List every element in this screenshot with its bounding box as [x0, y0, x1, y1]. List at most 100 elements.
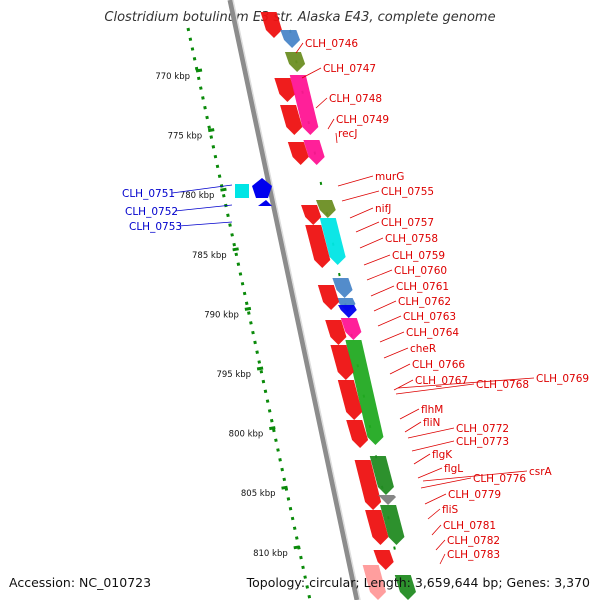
- forward-gene-label: CLH_0760: [394, 265, 447, 277]
- scale-tick-label: 800 kbp: [229, 430, 264, 440]
- forward-gene-label: CLH_0769: [536, 373, 589, 385]
- forward-gene-label: fliS: [442, 504, 459, 516]
- gene-block-blue-12: [332, 278, 353, 298]
- label-leader-line: [383, 347, 409, 359]
- label-leader-line: [395, 383, 475, 395]
- label-leader-line: [413, 453, 431, 465]
- genome-backbone: [227, 0, 360, 600]
- gene-block-red-21: [346, 420, 369, 448]
- forward-gene-label: CLH_0779: [448, 489, 501, 501]
- gene-block-red-19: [330, 345, 354, 380]
- forward-gene-label: CLH_0768: [476, 379, 529, 391]
- forward-gene-label: CLH_0759: [392, 250, 445, 262]
- forward-gene-label: flgL: [444, 463, 463, 475]
- label-leader-line: [393, 379, 414, 391]
- gene-block-red-7: [287, 142, 309, 165]
- forward-gene-label: CLH_0758: [385, 233, 438, 245]
- label-leader-line: [431, 524, 442, 536]
- reverse-gene-label: CLH_0752: [125, 206, 178, 218]
- gene-block-green2-29: [394, 575, 416, 600]
- reverse-gene-label: CLH_0751: [122, 188, 175, 200]
- scale-tick-mark: [220, 187, 227, 192]
- reverse-gene-label: CLH_0753: [129, 221, 182, 233]
- gene-block-olive-2: [284, 52, 306, 72]
- label-leader-line: [373, 300, 397, 312]
- label-leader-line: [422, 470, 528, 482]
- forward-gene-label: CLH_0782: [447, 535, 500, 547]
- forward-gene-label: CLH_0772: [456, 423, 509, 435]
- label-leader-line: [295, 42, 304, 54]
- label-leader-line: [420, 477, 472, 489]
- gene-block-red-20: [337, 380, 363, 420]
- gene-block-green2-22: [369, 456, 394, 495]
- scale-tick-label: 780 kbp: [180, 191, 215, 201]
- label-leader-line: [435, 539, 446, 551]
- forward-gene-label: CLH_0783: [447, 549, 500, 561]
- label-leader-line: [397, 377, 535, 389]
- forward-gene-label: CLH_0773: [456, 436, 509, 448]
- gene-block-blue-1: [280, 30, 301, 48]
- gene-block-red-0: [260, 12, 282, 38]
- forward-gene-label: flgK: [432, 449, 453, 461]
- forward-gene-label: CLH_0748: [329, 93, 382, 105]
- label-leader-line: [407, 427, 455, 439]
- gene-block-red-26: [365, 510, 389, 545]
- label-leader-line: [424, 493, 447, 505]
- label-leader-line: [399, 408, 420, 420]
- scale-tick-mark: [195, 68, 203, 73]
- scale-tick-label: 770 kbp: [155, 72, 190, 82]
- forward-gene-label: CLH_0746: [305, 38, 358, 50]
- gene-block-cyan-reverse: [235, 184, 249, 198]
- gene-block-red-8: [301, 205, 322, 225]
- label-leader-line: [335, 132, 338, 144]
- label-leader-line: [411, 440, 455, 452]
- gene-block-blue-reverse: [252, 178, 272, 198]
- label-leader-line-reverse: [178, 221, 233, 227]
- scale-tick-mark: [232, 247, 239, 252]
- label-leader-line: [315, 97, 328, 109]
- scale-tick-label: 775 kbp: [168, 132, 203, 142]
- forward-gene-label: CLH_0764: [406, 327, 459, 339]
- forward-gene-label: CLH_0755: [381, 186, 434, 198]
- label-leader-line: [341, 190, 380, 202]
- forward-gene-label: CLH_0762: [398, 296, 451, 308]
- forward-gene-label: CLH_0747: [323, 63, 376, 75]
- label-leader-line: [349, 207, 374, 219]
- genome-backbone-highlight: [232, 0, 361, 600]
- forward-gene-label: CLH_0766: [412, 359, 465, 371]
- label-leader-line: [366, 269, 393, 281]
- label-leader-line: [377, 315, 402, 327]
- forward-gene-label: fliN: [423, 417, 440, 429]
- label-leader-line: [417, 467, 443, 479]
- scale-tick-label: 785 kbp: [192, 251, 227, 261]
- forward-gene-label: CLH_0757: [381, 217, 434, 229]
- forward-gene-label: csrA: [529, 466, 553, 478]
- forward-gene-label: CLH_0781: [443, 520, 496, 532]
- label-leader-line: [427, 508, 441, 520]
- gene-block-pink-6: [303, 140, 325, 165]
- forward-gene-label: cheR: [410, 343, 436, 355]
- scale-tick-label: 810 kbp: [253, 549, 288, 559]
- gene-block-blue2-15: [338, 305, 357, 318]
- scale-tick-mark: [269, 426, 276, 431]
- scale-tick-mark: [281, 485, 288, 490]
- label-leader-line: [355, 221, 380, 233]
- gene-block-cyan-10: [319, 218, 346, 265]
- scale-tick-label: 790 kbp: [204, 310, 239, 320]
- gene-block-red-3: [274, 78, 296, 102]
- scale-tick-mark: [207, 128, 215, 133]
- gene-block-pink-4: [289, 75, 319, 135]
- label-leader-line-reverse: [174, 204, 233, 212]
- gene-block-pink2-28: [362, 565, 386, 600]
- scale-tick-mark: [244, 306, 252, 311]
- gene-block-red-14: [317, 285, 340, 310]
- label-leader-line: [337, 175, 374, 187]
- label-leader-line: [359, 237, 384, 249]
- forward-gene-label: murG: [375, 171, 404, 183]
- scale-tick-mark: [293, 545, 300, 550]
- map-title: Clostridium botulinum E3 str. Alaska E43…: [104, 10, 496, 25]
- label-leader-line: [370, 285, 395, 297]
- scale-tick-label: 805 kbp: [241, 489, 276, 499]
- gene-block-red-5: [280, 105, 303, 135]
